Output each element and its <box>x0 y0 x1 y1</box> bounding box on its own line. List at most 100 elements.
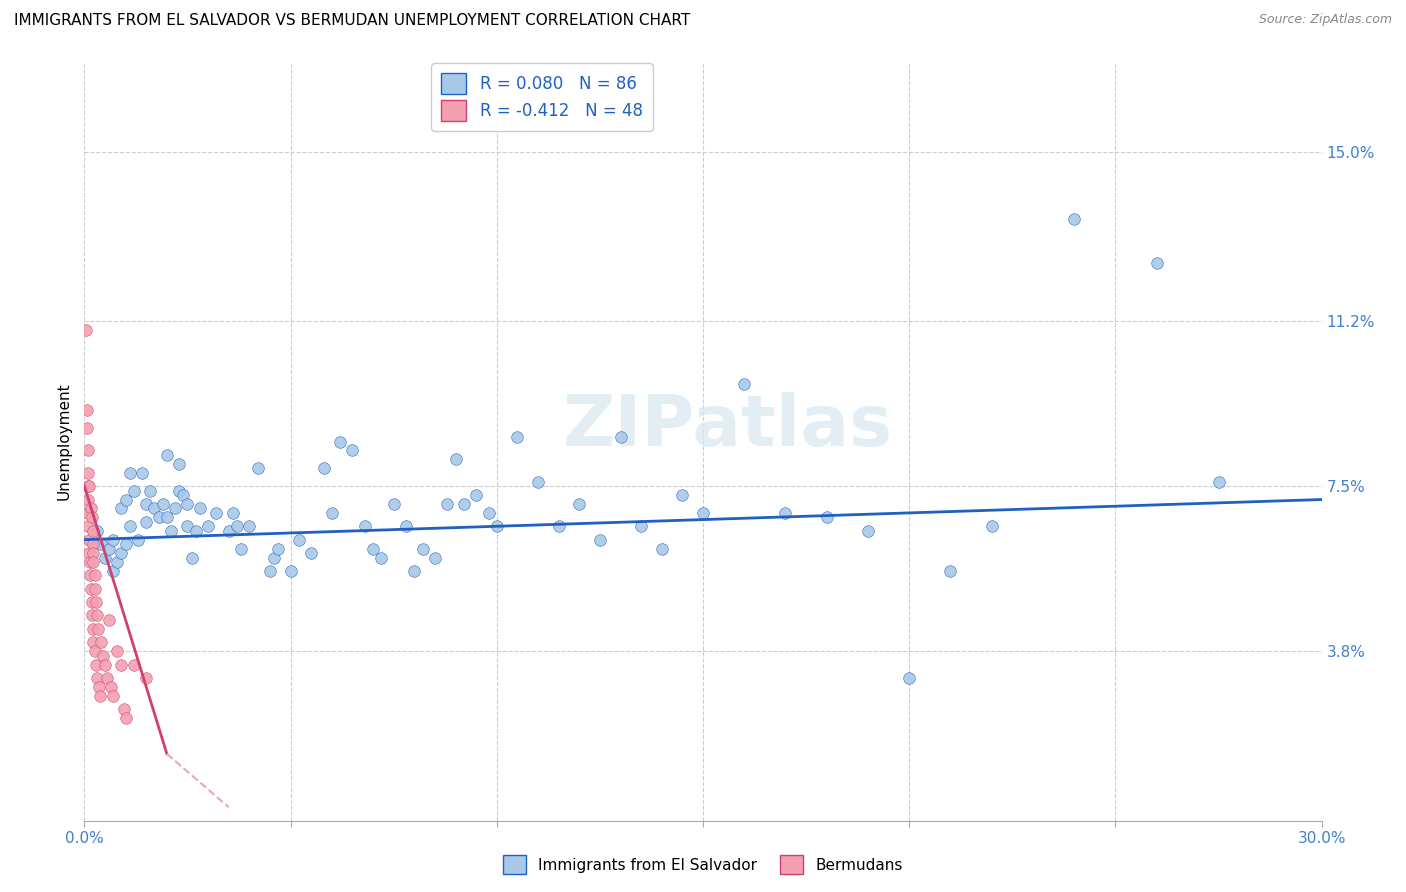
Point <box>651 541 673 556</box>
Point <box>86 622 108 636</box>
Point <box>205 506 228 520</box>
Point <box>238 519 260 533</box>
Point <box>361 541 384 556</box>
Point <box>329 434 352 449</box>
Point <box>105 555 128 569</box>
Point <box>76 421 98 435</box>
Point <box>91 648 114 663</box>
Point <box>110 657 132 672</box>
Point <box>89 689 111 703</box>
Point <box>76 466 98 480</box>
Point <box>226 519 249 533</box>
Point <box>84 595 107 609</box>
Point <box>259 564 281 578</box>
Point <box>122 657 145 672</box>
Point <box>342 443 364 458</box>
Point <box>527 475 550 489</box>
Point <box>167 457 190 471</box>
Point <box>79 479 101 493</box>
Point <box>353 519 375 533</box>
Point <box>267 541 290 556</box>
Point <box>165 501 187 516</box>
Point <box>94 657 117 672</box>
Text: IMMIGRANTS FROM EL SALVADOR VS BERMUDAN UNEMPLOYMENT CORRELATION CHART: IMMIGRANTS FROM EL SALVADOR VS BERMUDAN … <box>14 13 690 29</box>
Point <box>176 497 198 511</box>
Point <box>135 515 157 529</box>
Point <box>118 466 141 480</box>
Point <box>84 657 107 672</box>
Legend: Immigrants from El Salvador, Bermudans: Immigrants from El Salvador, Bermudans <box>498 849 908 880</box>
Point <box>86 671 108 685</box>
Point <box>80 608 103 623</box>
Point <box>103 533 125 547</box>
Point <box>436 497 458 511</box>
Point <box>110 501 132 516</box>
Point <box>135 671 157 685</box>
Point <box>80 582 103 596</box>
Point <box>114 537 136 551</box>
Point <box>160 524 183 538</box>
Point <box>395 519 418 533</box>
Point <box>80 595 103 609</box>
Point <box>630 519 652 533</box>
Point <box>122 483 145 498</box>
Point <box>1208 475 1230 489</box>
Point <box>76 443 98 458</box>
Point <box>692 506 714 520</box>
Point <box>477 506 499 520</box>
Point <box>127 533 149 547</box>
Point <box>222 506 245 520</box>
Point <box>82 546 104 560</box>
Point <box>412 541 434 556</box>
Point <box>382 497 405 511</box>
Point <box>96 671 118 685</box>
Y-axis label: Unemployment: Unemployment <box>56 383 72 500</box>
Point <box>506 430 529 444</box>
Point <box>76 403 98 417</box>
Point <box>939 564 962 578</box>
Point <box>79 546 101 560</box>
Point <box>77 492 100 507</box>
Point <box>143 501 166 516</box>
Point <box>815 510 838 524</box>
Point <box>167 483 190 498</box>
Point <box>246 461 269 475</box>
Point <box>404 564 426 578</box>
Point <box>110 546 132 560</box>
Point <box>156 510 179 524</box>
Point <box>156 448 179 462</box>
Point <box>83 644 105 658</box>
Point <box>288 533 311 547</box>
Point <box>733 376 755 391</box>
Point <box>609 430 631 444</box>
Point <box>82 622 104 636</box>
Point <box>82 555 104 569</box>
Point <box>114 711 136 725</box>
Point <box>589 533 612 547</box>
Point <box>90 537 112 551</box>
Point <box>114 492 136 507</box>
Point <box>485 519 508 533</box>
Point <box>980 519 1002 533</box>
Point <box>453 497 475 511</box>
Point <box>77 519 100 533</box>
Point <box>135 497 157 511</box>
Point <box>229 541 252 556</box>
Point <box>82 635 104 649</box>
Point <box>98 613 121 627</box>
Point <box>82 524 104 538</box>
Point <box>79 533 101 547</box>
Point <box>180 550 202 565</box>
Point <box>105 644 128 658</box>
Point <box>103 689 125 703</box>
Legend: R = 0.080   N = 86, R = -0.412   N = 48: R = 0.080 N = 86, R = -0.412 N = 48 <box>432 63 652 130</box>
Point <box>312 461 335 475</box>
Point <box>188 501 211 516</box>
Point <box>148 510 170 524</box>
Point <box>86 608 108 623</box>
Point <box>103 564 125 578</box>
Point <box>80 501 103 516</box>
Point <box>139 483 162 498</box>
Point <box>172 488 194 502</box>
Point <box>280 564 302 578</box>
